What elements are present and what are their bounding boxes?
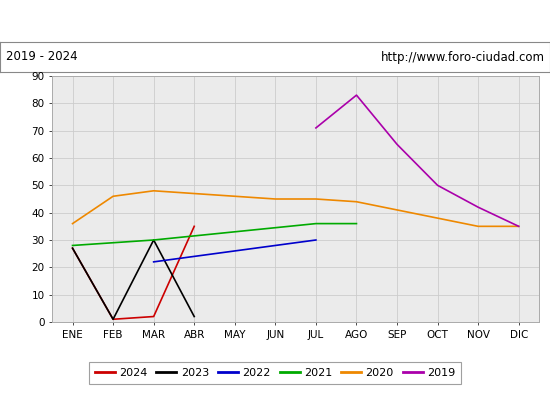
- 2020: [312, 196, 319, 201]
- Line: 2020: 2020: [73, 191, 519, 226]
- 2020: [353, 199, 360, 204]
- 2023: [191, 314, 197, 319]
- 2020: [394, 208, 400, 212]
- Line: 2019: 2019: [316, 95, 519, 226]
- 2020: [69, 221, 76, 226]
- Text: http://www.foro-ciudad.com: http://www.foro-ciudad.com: [381, 50, 544, 64]
- Line: 2024: 2024: [73, 226, 194, 319]
- 2021: [150, 238, 157, 242]
- 2020: [150, 188, 157, 193]
- 2020: [515, 224, 522, 229]
- 2019: [475, 205, 481, 210]
- 2020: [475, 224, 481, 229]
- 2021: [353, 221, 360, 226]
- 2019: [515, 224, 522, 229]
- 2020: [272, 196, 279, 201]
- 2020: [434, 216, 441, 220]
- 2023: [110, 317, 117, 322]
- 2024: [110, 317, 117, 322]
- Line: 2021: 2021: [73, 224, 356, 246]
- 2023: [150, 238, 157, 242]
- 2023: [69, 246, 76, 250]
- 2020: [110, 194, 117, 199]
- 2021: [69, 243, 76, 248]
- 2019: [394, 142, 400, 147]
- Line: 2022: 2022: [153, 240, 316, 262]
- 2024: [150, 314, 157, 319]
- 2019: [434, 183, 441, 188]
- Line: 2023: 2023: [73, 240, 194, 319]
- 2024: [191, 224, 197, 229]
- 2022: [150, 260, 157, 264]
- 2019: [312, 126, 319, 130]
- 2024: [69, 246, 76, 250]
- 2019: [353, 93, 360, 98]
- Text: Evolucion Nº Turistas Extranjeros en el municipio de Vilabí del Penedès: Evolucion Nº Turistas Extranjeros en el …: [7, 14, 543, 28]
- Legend: 2024, 2023, 2022, 2021, 2020, 2019: 2024, 2023, 2022, 2021, 2020, 2019: [89, 362, 461, 384]
- Text: 2019 - 2024: 2019 - 2024: [6, 50, 77, 64]
- 2022: [312, 238, 319, 242]
- 2021: [312, 221, 319, 226]
